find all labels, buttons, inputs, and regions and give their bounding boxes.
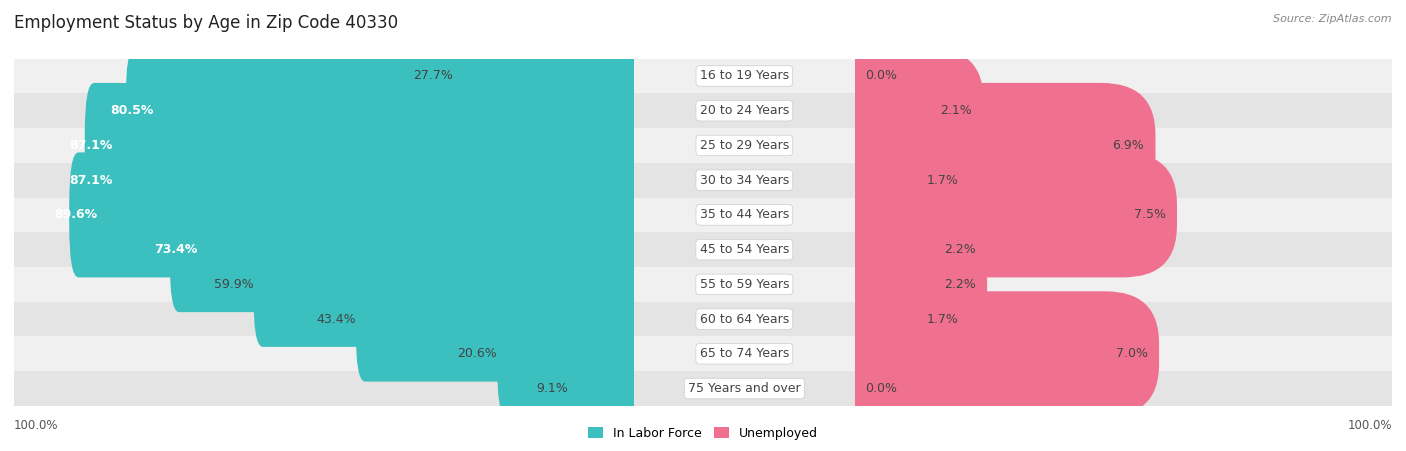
Text: 1.7%: 1.7% (927, 174, 957, 187)
Bar (634, 128, 855, 163)
Text: 59.9%: 59.9% (214, 278, 253, 291)
Text: 45 to 54 Years: 45 to 54 Years (700, 243, 789, 256)
Bar (14, 371, 634, 406)
Bar (14, 128, 634, 163)
Bar (14, 302, 634, 336)
FancyBboxPatch shape (801, 48, 984, 173)
Text: 7.0%: 7.0% (1116, 347, 1149, 360)
FancyBboxPatch shape (170, 187, 644, 312)
FancyBboxPatch shape (356, 257, 644, 382)
Text: 20 to 24 Years: 20 to 24 Years (700, 104, 789, 117)
FancyBboxPatch shape (125, 48, 644, 173)
Text: 20.6%: 20.6% (457, 347, 498, 360)
Bar (855, 336, 1392, 371)
Bar (855, 198, 1392, 232)
FancyBboxPatch shape (801, 291, 1159, 416)
FancyBboxPatch shape (801, 187, 987, 312)
FancyBboxPatch shape (801, 152, 1177, 277)
Text: 89.6%: 89.6% (53, 208, 97, 221)
FancyBboxPatch shape (801, 118, 969, 243)
Text: 100.0%: 100.0% (14, 419, 59, 433)
Text: 80.5%: 80.5% (110, 104, 153, 117)
Text: 60 to 64 Years: 60 to 64 Years (700, 313, 789, 326)
Bar (855, 267, 1392, 302)
Text: 55 to 59 Years: 55 to 59 Years (700, 278, 789, 291)
Bar (634, 232, 855, 267)
Bar (634, 302, 855, 336)
FancyBboxPatch shape (69, 152, 644, 277)
FancyBboxPatch shape (568, 326, 644, 451)
FancyBboxPatch shape (253, 222, 644, 347)
Text: 87.1%: 87.1% (69, 174, 112, 187)
Text: 27.7%: 27.7% (413, 69, 453, 83)
Text: 9.1%: 9.1% (537, 382, 568, 395)
Bar (14, 93, 634, 128)
Bar (14, 198, 634, 232)
Bar (14, 59, 634, 93)
Bar (634, 93, 855, 128)
FancyBboxPatch shape (801, 257, 969, 382)
Bar (855, 59, 1392, 93)
FancyBboxPatch shape (498, 291, 644, 416)
Bar (634, 371, 855, 406)
Bar (634, 59, 855, 93)
Bar (634, 336, 855, 371)
Text: 73.4%: 73.4% (155, 243, 198, 256)
Text: 87.1%: 87.1% (69, 139, 112, 152)
FancyBboxPatch shape (84, 118, 644, 243)
Bar (855, 232, 1392, 267)
Bar (14, 336, 634, 371)
Text: 2.2%: 2.2% (945, 243, 976, 256)
Legend: In Labor Force, Unemployed: In Labor Force, Unemployed (583, 422, 823, 445)
Text: 43.4%: 43.4% (316, 313, 356, 326)
Text: 30 to 34 Years: 30 to 34 Years (700, 174, 789, 187)
Text: 100.0%: 100.0% (1347, 419, 1392, 433)
Text: 16 to 19 Years: 16 to 19 Years (700, 69, 789, 83)
Text: Source: ZipAtlas.com: Source: ZipAtlas.com (1274, 14, 1392, 23)
Bar (855, 163, 1392, 198)
Text: 2.2%: 2.2% (945, 278, 976, 291)
Bar (14, 232, 634, 267)
Text: 35 to 44 Years: 35 to 44 Years (700, 208, 789, 221)
FancyBboxPatch shape (801, 222, 987, 347)
Bar (634, 198, 855, 232)
Text: 25 to 29 Years: 25 to 29 Years (700, 139, 789, 152)
Text: 1.7%: 1.7% (927, 313, 957, 326)
Bar (855, 128, 1392, 163)
Bar (634, 267, 855, 302)
Text: 0.0%: 0.0% (865, 382, 897, 395)
Text: 75 Years and over: 75 Years and over (688, 382, 800, 395)
FancyBboxPatch shape (84, 83, 644, 208)
Bar (855, 371, 1392, 406)
Bar (855, 93, 1392, 128)
Text: 65 to 74 Years: 65 to 74 Years (700, 347, 789, 360)
Bar (14, 267, 634, 302)
Text: 7.5%: 7.5% (1135, 208, 1166, 221)
Text: 0.0%: 0.0% (865, 69, 897, 83)
Bar (14, 163, 634, 198)
Bar (634, 163, 855, 198)
Text: Employment Status by Age in Zip Code 40330: Employment Status by Age in Zip Code 403… (14, 14, 398, 32)
Text: 6.9%: 6.9% (1112, 139, 1144, 152)
FancyBboxPatch shape (453, 14, 644, 138)
Bar (855, 302, 1392, 336)
FancyBboxPatch shape (801, 83, 1156, 208)
Text: 2.1%: 2.1% (941, 104, 973, 117)
